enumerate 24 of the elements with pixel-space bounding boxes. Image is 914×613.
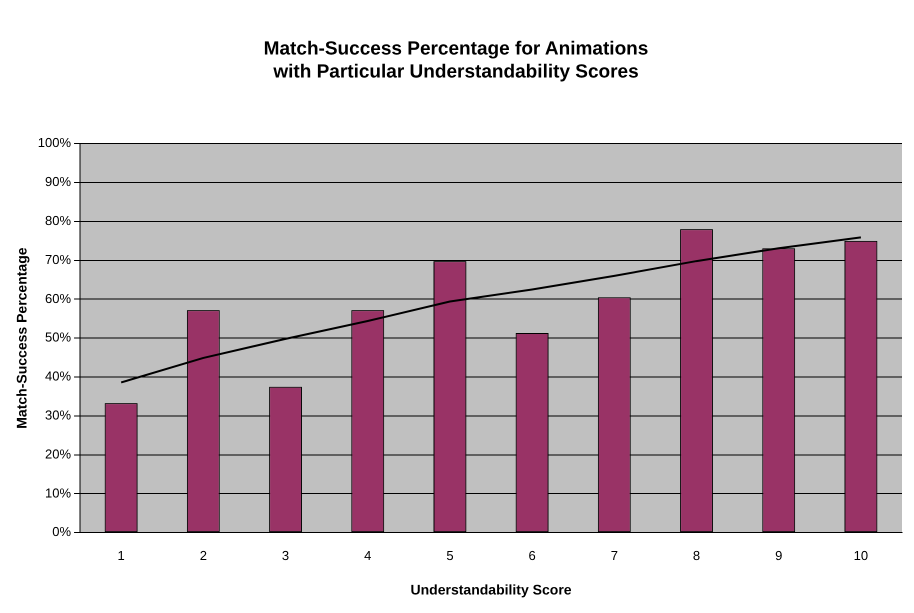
y-tick-label: 20%: [45, 446, 72, 462]
x-tick-label: 9: [775, 548, 782, 563]
y-tick-label: 70%: [45, 252, 72, 267]
y-tick-label: 40%: [45, 368, 72, 384]
x-axis-title: Understandability Score: [410, 581, 572, 598]
y-tick-label: 30%: [45, 407, 72, 422]
x-tick-label: 6: [528, 548, 536, 563]
x-tick-label: 2: [200, 548, 207, 563]
x-tick-label: 8: [692, 548, 700, 563]
x-tick-label: 3: [282, 548, 290, 563]
y-tick-label: 100%: [38, 135, 72, 150]
x-tick-label: 10: [854, 548, 868, 563]
y-tick-label: 90%: [45, 174, 72, 190]
y-tick-label: 10%: [45, 485, 72, 500]
y-axis-title: Match-Success Percentage: [13, 247, 30, 429]
x-tick-label: 4: [364, 548, 372, 563]
y-tick-label: 60%: [45, 290, 72, 306]
x-tick-label: 7: [610, 548, 618, 563]
y-tick-label: 80%: [45, 212, 72, 228]
y-tick-label: 50%: [45, 330, 72, 345]
chart-title: Match-Success Percentage for Animations with Particular Understandability Scores: [264, 38, 648, 82]
y-tick-label: 0%: [52, 524, 72, 540]
x-tick-label: 5: [446, 548, 454, 563]
x-tick-label: 1: [118, 548, 125, 563]
